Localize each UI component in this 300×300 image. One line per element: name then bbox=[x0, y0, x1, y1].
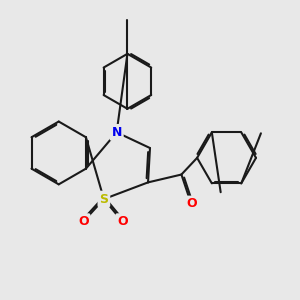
Text: S: S bbox=[99, 193, 108, 206]
Text: N: N bbox=[111, 126, 122, 139]
Text: O: O bbox=[186, 197, 196, 211]
Text: O: O bbox=[117, 215, 128, 228]
Text: O: O bbox=[78, 215, 88, 228]
